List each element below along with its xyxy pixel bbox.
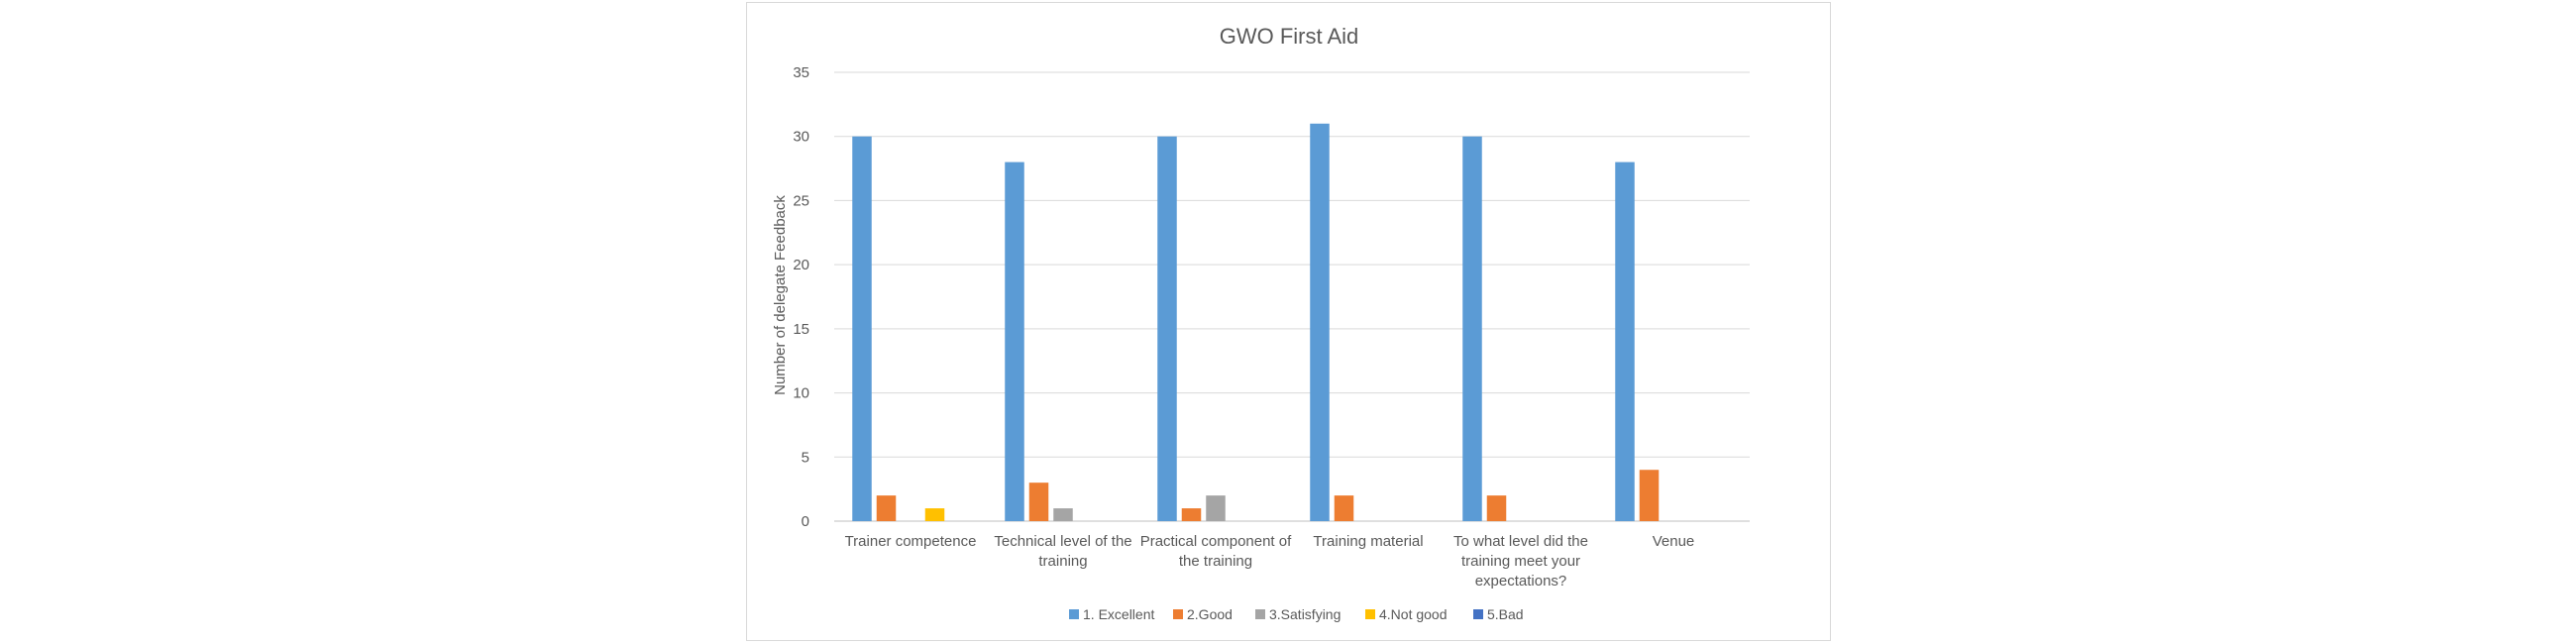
bar bbox=[1334, 495, 1354, 521]
bars bbox=[852, 123, 1660, 522]
legend-label: 4.Not good bbox=[1379, 606, 1448, 622]
legend-label: 1. Excellent bbox=[1083, 606, 1154, 622]
bar bbox=[1310, 123, 1330, 522]
bar bbox=[1462, 136, 1482, 521]
y-tick-label: 25 bbox=[793, 192, 809, 209]
bar bbox=[924, 508, 945, 521]
bar bbox=[876, 495, 897, 521]
legend-swatch bbox=[1173, 609, 1183, 619]
legend-swatch bbox=[1069, 609, 1079, 619]
y-tick-label: 10 bbox=[793, 385, 809, 402]
bar bbox=[1028, 483, 1049, 521]
category-label: Practical component of bbox=[1140, 533, 1292, 550]
bar bbox=[1615, 161, 1635, 521]
y-axis-ticks: 0 5 10 15 20 25 30 35 bbox=[793, 64, 809, 530]
y-tick-label: 35 bbox=[793, 64, 809, 81]
category-labels: Trainer competence Technical level of the… bbox=[845, 533, 1695, 590]
chart-title: GWO First Aid bbox=[1220, 24, 1359, 49]
y-tick-label: 30 bbox=[793, 129, 809, 146]
category-label: training bbox=[1038, 553, 1087, 570]
bar bbox=[1005, 161, 1024, 521]
legend-swatch bbox=[1473, 609, 1483, 619]
y-tick-label: 5 bbox=[802, 449, 809, 466]
y-tick-label: 20 bbox=[793, 257, 809, 273]
bar bbox=[1181, 508, 1202, 521]
bar bbox=[1639, 470, 1660, 521]
chart-frame: GWO First Aid Number of delegate Feedbac… bbox=[746, 2, 1831, 641]
bar bbox=[852, 136, 872, 521]
category-label: To what level did the bbox=[1453, 533, 1588, 550]
category-label: Technical level of the bbox=[994, 533, 1131, 550]
legend-label: 2.Good bbox=[1187, 606, 1233, 622]
legend-swatch bbox=[1255, 609, 1265, 619]
category-label: Venue bbox=[1653, 533, 1695, 550]
bar-chart: GWO First Aid Number of delegate Feedbac… bbox=[772, 24, 1750, 622]
category-label: expectations? bbox=[1475, 573, 1567, 590]
bar bbox=[1486, 495, 1507, 521]
category-label: Trainer competence bbox=[845, 533, 977, 550]
legend-swatch bbox=[1365, 609, 1375, 619]
category-label: Training material bbox=[1313, 533, 1423, 550]
y-axis-label: Number of delegate Feedback bbox=[772, 195, 789, 395]
bar bbox=[1206, 495, 1226, 521]
category-label: training meet your bbox=[1461, 553, 1580, 570]
bar bbox=[1157, 136, 1177, 521]
category-label: the training bbox=[1179, 553, 1252, 570]
gridlines bbox=[834, 71, 1750, 522]
legend-label: 5.Bad bbox=[1487, 606, 1524, 622]
y-tick-label: 15 bbox=[793, 321, 809, 338]
legend: 1. Excellent 2.Good 3.Satisfying 4.Not good… bbox=[1069, 606, 1524, 622]
y-tick-label: 0 bbox=[802, 513, 809, 530]
bar bbox=[1053, 508, 1073, 521]
legend-label: 3.Satisfying bbox=[1269, 606, 1341, 622]
